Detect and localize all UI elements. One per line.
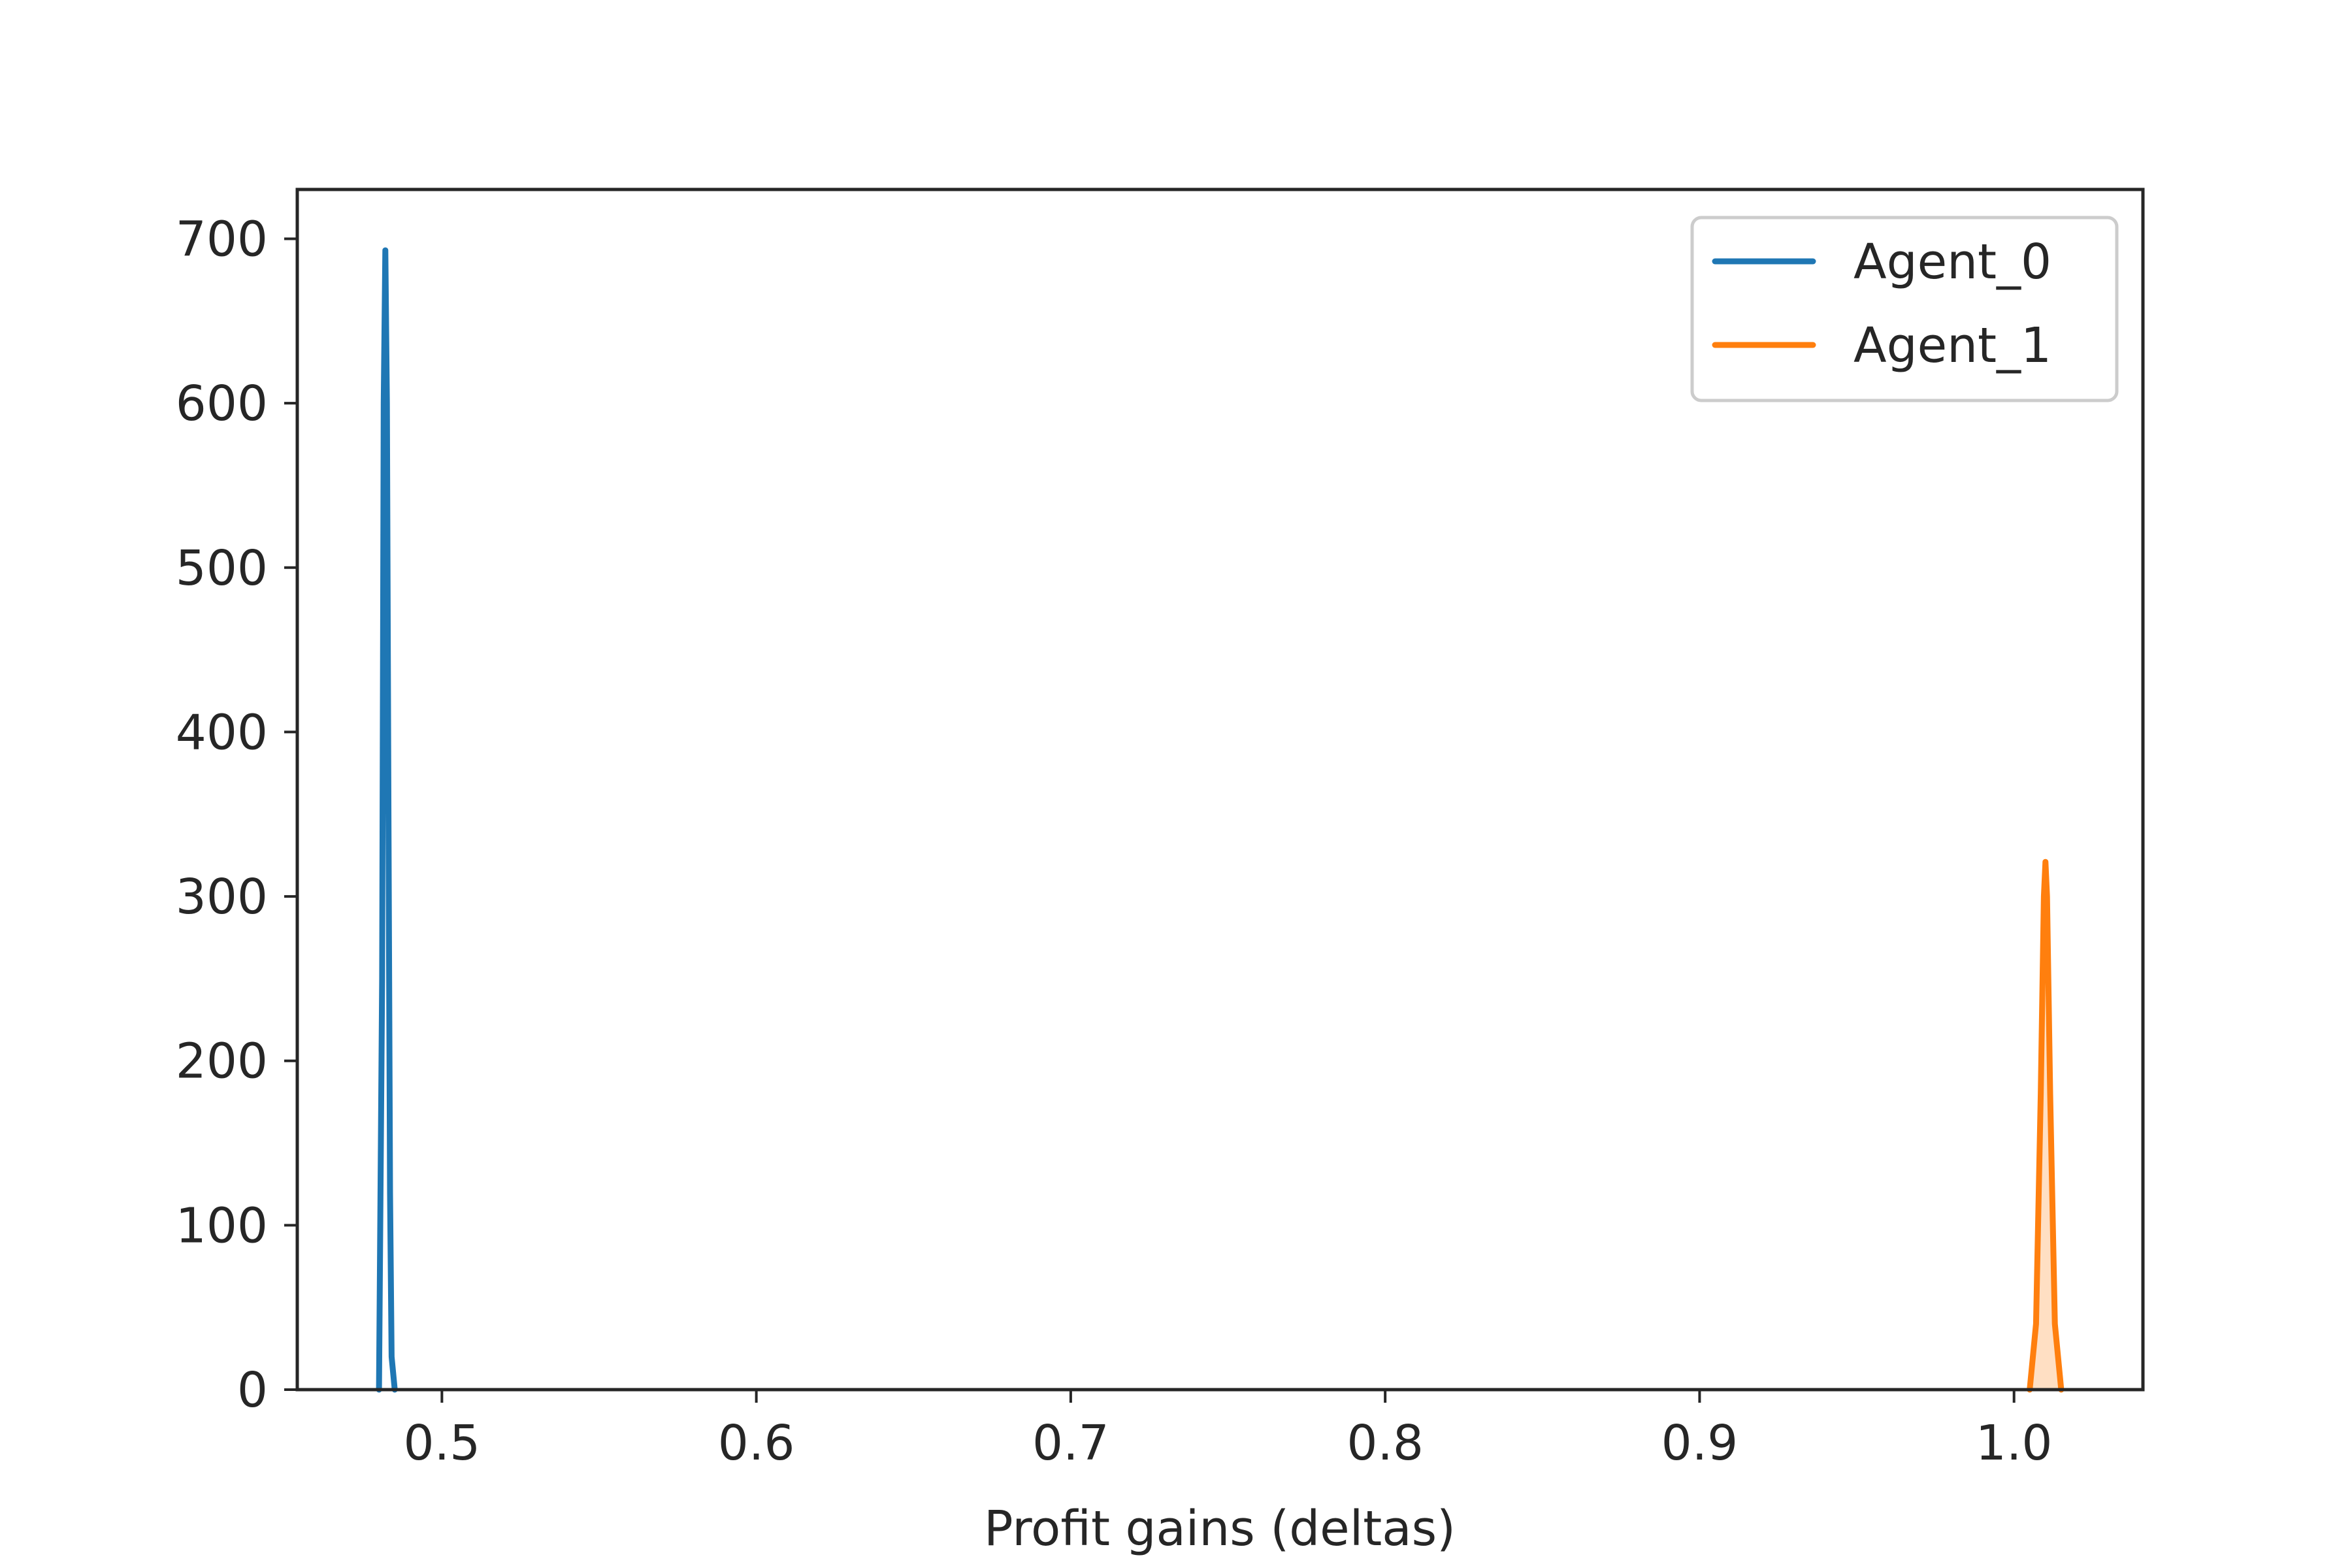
x-tick-label: 0.5 bbox=[404, 1415, 481, 1471]
legend-label-agent-1: Agent_1 bbox=[1854, 318, 2051, 374]
y-tick-label: 400 bbox=[176, 704, 268, 760]
y-tick-label: 500 bbox=[176, 540, 268, 596]
y-tick-label: 600 bbox=[176, 376, 268, 432]
series-layer bbox=[376, 247, 2065, 1393]
x-axis: 0.5 0.6 0.7 0.8 0.9 1.0 bbox=[404, 1390, 2053, 1471]
y-tick-label: 100 bbox=[176, 1198, 268, 1254]
y-tick-label: 0 bbox=[237, 1362, 268, 1418]
series-line-agent-0 bbox=[376, 247, 398, 1393]
y-axis: 0 100 200 300 400 500 600 700 bbox=[176, 211, 297, 1418]
y-tick-label: 700 bbox=[176, 211, 268, 267]
y-tick-label: 200 bbox=[176, 1034, 268, 1090]
x-tick-label: 0.6 bbox=[718, 1415, 795, 1471]
legend-label-agent-0: Agent_0 bbox=[1854, 234, 2051, 290]
x-tick-label: 0.7 bbox=[1032, 1415, 1109, 1471]
legend: Agent_0 Agent_1 bbox=[1690, 216, 2119, 402]
x-tick-label: 1.0 bbox=[1976, 1415, 2053, 1471]
series-line-agent-1 bbox=[2027, 858, 2065, 1393]
y-tick-label: 300 bbox=[176, 869, 268, 925]
x-axis-label: Profit gains (deltas) bbox=[984, 1501, 1456, 1557]
x-tick-label: 0.8 bbox=[1347, 1415, 1424, 1471]
plot-frame bbox=[295, 188, 2145, 1392]
x-tick-label: 0.9 bbox=[1661, 1415, 1739, 1471]
